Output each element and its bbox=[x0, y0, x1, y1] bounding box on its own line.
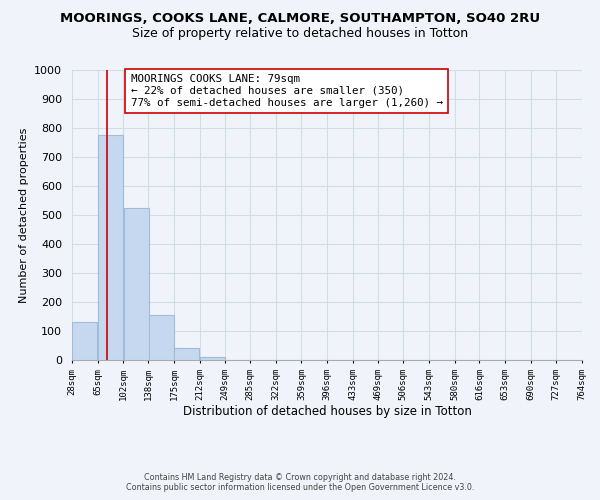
Bar bbox=[174, 348, 199, 360]
Bar bbox=[98, 135, 123, 360]
Bar bbox=[73, 322, 97, 360]
Text: MOORINGS COOKS LANE: 79sqm
← 22% of detached houses are smaller (350)
77% of sem: MOORINGS COOKS LANE: 79sqm ← 22% of deta… bbox=[131, 74, 443, 108]
Text: MOORINGS, COOKS LANE, CALMORE, SOUTHAMPTON, SO40 2RU: MOORINGS, COOKS LANE, CALMORE, SOUTHAMPT… bbox=[60, 12, 540, 26]
Bar bbox=[149, 315, 173, 360]
Text: Size of property relative to detached houses in Totton: Size of property relative to detached ho… bbox=[132, 28, 468, 40]
Bar bbox=[124, 208, 149, 360]
Text: Contains HM Land Registry data © Crown copyright and database right 2024.
Contai: Contains HM Land Registry data © Crown c… bbox=[126, 473, 474, 492]
Y-axis label: Number of detached properties: Number of detached properties bbox=[19, 128, 29, 302]
X-axis label: Distribution of detached houses by size in Totton: Distribution of detached houses by size … bbox=[182, 406, 472, 418]
Bar bbox=[200, 357, 225, 360]
